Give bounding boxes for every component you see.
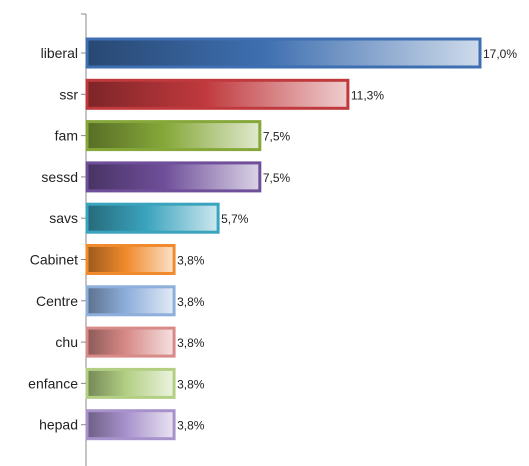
category-label: hepad bbox=[39, 417, 78, 433]
bar bbox=[85, 37, 482, 69]
bar bbox=[85, 244, 176, 275]
category-label: savs bbox=[49, 210, 78, 226]
bar bbox=[85, 367, 176, 399]
bar bbox=[85, 202, 220, 234]
value-label: 3,8% bbox=[177, 336, 205, 350]
category-label: liberal bbox=[41, 45, 78, 61]
category-label: sessd bbox=[41, 169, 78, 185]
category-label: ssr bbox=[59, 86, 78, 102]
bar bbox=[85, 285, 176, 317]
category-label: Cabinet bbox=[30, 252, 78, 268]
value-label: 3,8% bbox=[177, 377, 205, 391]
category-label: chu bbox=[55, 334, 78, 350]
bar bbox=[85, 409, 176, 441]
bar bbox=[85, 326, 176, 358]
value-label: 3,8% bbox=[177, 295, 205, 309]
value-label: 5,7% bbox=[221, 212, 249, 226]
value-label: 11,3% bbox=[351, 88, 384, 102]
category-label: enfance bbox=[28, 375, 78, 391]
value-label: 3,8% bbox=[177, 254, 205, 268]
bar bbox=[85, 120, 262, 152]
value-label: 3,8% bbox=[177, 419, 205, 433]
value-label: 17,0% bbox=[483, 47, 517, 61]
value-label: 7,5% bbox=[263, 130, 291, 144]
category-label: fam bbox=[55, 128, 78, 144]
category-label: Centre bbox=[36, 293, 78, 309]
value-label: 7,5% bbox=[263, 171, 291, 185]
bar bbox=[85, 161, 262, 193]
bar bbox=[85, 78, 350, 110]
